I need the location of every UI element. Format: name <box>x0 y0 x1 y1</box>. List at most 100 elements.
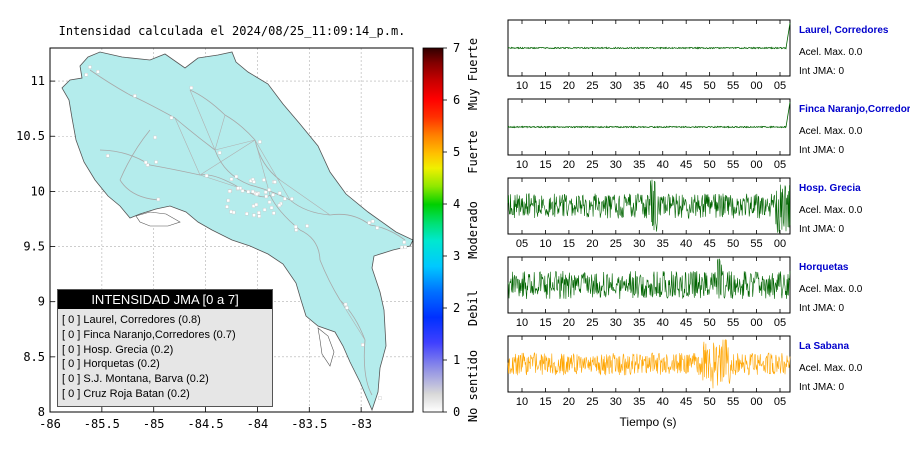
station-marker <box>96 70 100 74</box>
station-marker <box>204 173 209 178</box>
station-marker <box>264 194 268 199</box>
waveform-x-tick-label: 15 <box>563 238 575 250</box>
colorbar-label: Fuerte <box>466 130 480 173</box>
colorbar-tick-label: 4 <box>453 197 460 211</box>
station-marker <box>305 224 309 228</box>
station-name: Finca Naranjo,Corredores <box>799 104 910 115</box>
waveform-x-tick-label: 05 <box>774 396 786 408</box>
map-y-tick-label: 10.5 <box>16 129 45 143</box>
waveform-x-tick-label: 55 <box>727 80 739 92</box>
waveform-panel: 10 15 20 25 30 35 40 45 50 55 00 05 La Sabana Acel. M… <box>507 335 863 408</box>
station-marker <box>232 210 236 215</box>
station-marker <box>267 200 272 204</box>
station-marker <box>293 225 298 229</box>
station-marker <box>225 205 229 209</box>
road <box>149 164 201 176</box>
colorbar-tick-label: 1 <box>453 353 460 367</box>
waveform-x-tick-label: 10 <box>516 317 528 329</box>
colorbar-label: No sentido <box>466 350 480 422</box>
waveform-x-tick-label: 20 <box>586 238 598 250</box>
station-marker <box>258 140 262 144</box>
waveform-trace <box>507 22 791 50</box>
road <box>224 114 256 141</box>
station-jma-label: Int JMA: 0 <box>799 303 844 314</box>
colorbar-tick-label: 2 <box>453 301 460 315</box>
station-marker <box>227 189 232 193</box>
waveform-x-tick-label: 20 <box>563 317 575 329</box>
station-marker <box>403 245 408 249</box>
legend-entry: [ 0 ] Horquetas (0.2) <box>62 358 160 371</box>
station-marker <box>133 94 137 98</box>
map-x-tick-label: -83.5 <box>291 417 327 431</box>
station-marker <box>277 191 282 195</box>
map-border <box>49 47 414 413</box>
road <box>214 114 226 151</box>
road <box>319 259 341 301</box>
station-marker <box>271 193 275 197</box>
station-marker <box>229 177 234 181</box>
station-marker <box>283 196 287 201</box>
station-acel-label: Acel. Max. 0.0 <box>799 363 863 374</box>
road-network <box>89 69 406 396</box>
colorbar-tick-label: 7 <box>453 41 460 55</box>
station-acel-label: Acel. Max. 0.0 <box>799 205 863 216</box>
map-y-ticks: 11 10.5 10 9.5 9 8.5 8 <box>16 74 55 419</box>
legend-list: [ 0 ] Laurel, Corredores (0.8) [ 0 ] Fin… <box>58 309 272 402</box>
map-y-tick-label: 9 <box>38 295 45 309</box>
waveform-panels: 10 15 20 25 30 35 40 45 50 55 00 05 Laurel, Corredor… <box>507 19 910 408</box>
station-marker <box>345 306 349 310</box>
map-y-tick-label: 8 <box>38 405 45 419</box>
road <box>119 129 151 181</box>
station-marker <box>254 202 259 207</box>
station-marker <box>189 86 194 90</box>
station-marker <box>251 204 256 208</box>
road <box>254 139 271 196</box>
station-name: Laurel, Corredores <box>799 25 889 36</box>
legend-entry: [ 0 ] Hosp. Grecia (0.2) <box>62 343 174 356</box>
map-x-tick-label: -83 <box>350 417 372 431</box>
waveform-x-tick-label: 05 <box>774 80 786 92</box>
waveform-x-tick-label: 55 <box>727 396 739 408</box>
station-acel-label: Acel. Max. 0.0 <box>799 47 863 58</box>
waveform-x-tick-label: 00 <box>750 80 762 92</box>
legend-entry: [ 0 ] Finca Naranjo,Corredores (0.7) <box>62 328 236 341</box>
road <box>199 139 256 176</box>
station-marker <box>277 203 282 208</box>
waveform-x-tick-label: 35 <box>633 80 645 92</box>
waveform-x-tick-label: 55 <box>727 159 739 171</box>
waveform-x-tick-label: 35 <box>633 317 645 329</box>
station-jma-label: Int JMA: 0 <box>799 66 844 77</box>
road <box>214 149 251 186</box>
station-marker <box>290 197 294 201</box>
waveform-x-tick-label: 40 <box>657 317 669 329</box>
station-marker <box>145 163 150 167</box>
waveform-x-tick-label: 50 <box>704 317 716 329</box>
waveform-x-tick-label: 30 <box>610 396 622 408</box>
station-marker <box>400 245 404 250</box>
station-marker <box>240 189 245 193</box>
waveform-x-tick-label: 55 <box>750 238 762 250</box>
waveform-x-tick-label: 30 <box>633 238 645 250</box>
waveform-x-tick-label: 10 <box>516 396 528 408</box>
station-marker <box>156 197 161 202</box>
colorbar-tick-label: 3 <box>453 249 460 263</box>
station-marker <box>257 214 261 218</box>
intensity-legend: INTENSIDAD JMA [0 a 7] [ 0 ] Laurel, Cor… <box>57 289 273 407</box>
map-x-tick-label: -84 <box>247 417 269 431</box>
waveform-trace <box>507 258 791 300</box>
waveform-x-tick-label: 20 <box>563 396 575 408</box>
waveform-x-tick-label: 35 <box>657 238 669 250</box>
station-marker <box>267 188 271 192</box>
waveform-x-tick-label: 30 <box>610 317 622 329</box>
colorbar-label: Muy Fuerte <box>466 38 480 110</box>
road <box>369 224 406 241</box>
colorbar-tick-label: 6 <box>453 93 460 107</box>
station-marker <box>370 219 375 224</box>
waveform-x-tick-label: 25 <box>586 80 598 92</box>
road <box>174 117 201 176</box>
x-axis-label: Tiempo (s) <box>620 415 677 429</box>
station-marker <box>263 190 268 194</box>
station-marker <box>262 207 267 212</box>
waveform-x-tick-label: 45 <box>680 80 692 92</box>
road <box>249 184 291 201</box>
